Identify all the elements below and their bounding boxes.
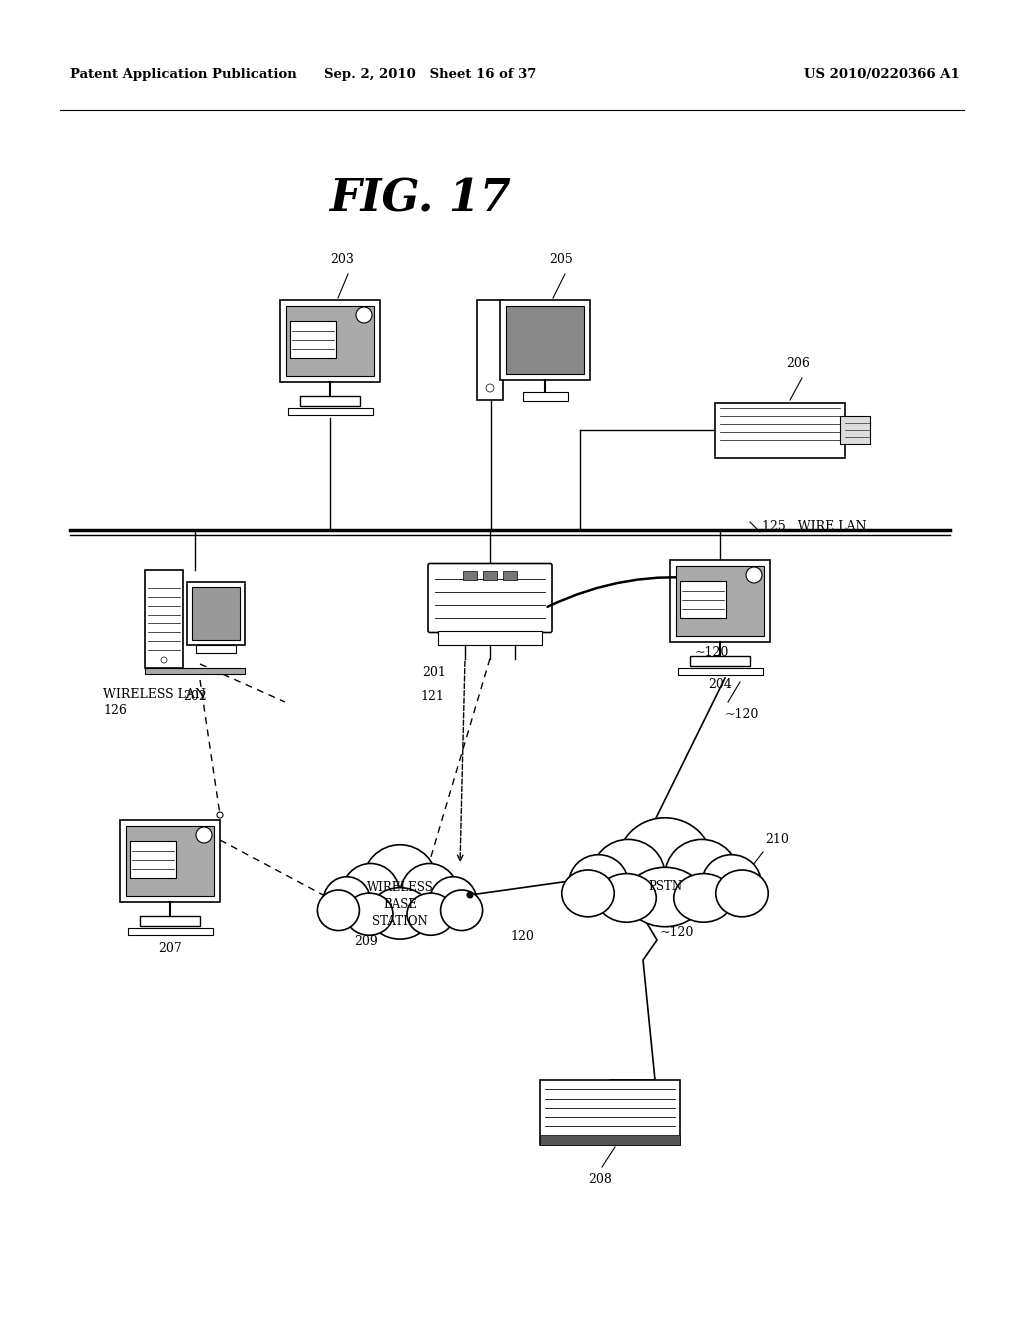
Bar [120, 820, 220, 902]
Bar [187, 582, 245, 645]
Text: 210: 210 [765, 833, 788, 846]
Bar [680, 581, 726, 618]
Text: 121: 121 [420, 690, 444, 704]
Ellipse shape [627, 867, 703, 927]
Circle shape [746, 568, 762, 583]
Ellipse shape [674, 874, 733, 923]
Text: FIG. 17: FIG. 17 [329, 178, 511, 220]
Bar [290, 321, 336, 358]
Text: 209: 209 [354, 935, 378, 948]
Bar [678, 668, 763, 675]
Bar [715, 403, 845, 458]
Bar [540, 1080, 680, 1144]
Ellipse shape [345, 894, 393, 936]
Ellipse shape [362, 845, 438, 923]
Bar [840, 416, 870, 444]
Ellipse shape [568, 855, 629, 912]
Bar [522, 392, 567, 401]
Bar [288, 408, 373, 414]
Circle shape [486, 384, 494, 392]
Text: ~120: ~120 [695, 645, 729, 659]
Bar [676, 566, 764, 636]
Bar [477, 300, 503, 400]
Circle shape [467, 892, 473, 898]
Ellipse shape [400, 863, 459, 925]
Bar [145, 668, 245, 675]
Text: WIRELESS LAN: WIRELESS LAN [103, 689, 206, 701]
Ellipse shape [317, 890, 359, 931]
Ellipse shape [429, 876, 477, 927]
Ellipse shape [617, 818, 713, 908]
Text: 202: 202 [183, 690, 207, 704]
Bar [196, 645, 237, 653]
Text: 201: 201 [422, 667, 445, 680]
Bar [286, 306, 374, 376]
Text: 204: 204 [708, 678, 732, 690]
Text: WIRELESS
BASE
STATION: WIRELESS BASE STATION [367, 880, 433, 928]
Bar [126, 826, 214, 896]
Bar [506, 306, 584, 374]
Bar [145, 570, 183, 668]
Text: 120: 120 [511, 931, 535, 942]
Bar [503, 570, 517, 579]
Text: 206: 206 [786, 356, 810, 370]
Bar [690, 656, 750, 667]
Ellipse shape [592, 840, 665, 911]
Ellipse shape [597, 874, 656, 923]
Circle shape [161, 657, 167, 663]
Bar [483, 570, 497, 579]
Text: Sep. 2, 2010   Sheet 16 of 37: Sep. 2, 2010 Sheet 16 of 37 [324, 69, 537, 81]
Text: 203: 203 [330, 253, 354, 267]
Bar [540, 1135, 680, 1144]
Text: Patent Application Publication: Patent Application Publication [70, 69, 297, 81]
Text: 125   WIRE LAN: 125 WIRE LAN [762, 520, 866, 532]
FancyBboxPatch shape [428, 564, 552, 632]
Text: 208: 208 [588, 1173, 612, 1185]
Bar [670, 560, 770, 642]
Ellipse shape [665, 840, 738, 911]
Text: ~120: ~120 [660, 927, 694, 939]
Circle shape [217, 812, 223, 818]
Bar [500, 300, 590, 380]
Bar [193, 587, 240, 640]
Ellipse shape [701, 855, 761, 912]
Text: 207: 207 [158, 942, 182, 954]
Bar [280, 300, 380, 381]
Bar [140, 916, 200, 927]
Bar [300, 396, 360, 407]
Ellipse shape [407, 894, 455, 936]
Circle shape [196, 828, 212, 843]
Ellipse shape [562, 870, 614, 917]
Bar [438, 631, 542, 644]
Circle shape [356, 308, 372, 323]
Text: 205: 205 [549, 253, 572, 267]
Bar [128, 928, 213, 935]
Bar [130, 841, 176, 878]
Text: PSTN: PSTN [648, 879, 682, 892]
Polygon shape [316, 845, 484, 941]
Ellipse shape [716, 870, 768, 917]
Ellipse shape [440, 890, 482, 931]
Ellipse shape [370, 887, 431, 939]
Ellipse shape [341, 863, 400, 925]
Text: 126: 126 [103, 704, 127, 717]
Text: ~120: ~120 [725, 708, 760, 721]
Text: US 2010/0220366 A1: US 2010/0220366 A1 [804, 69, 961, 81]
Ellipse shape [323, 876, 371, 927]
Bar [463, 570, 477, 579]
Polygon shape [560, 818, 770, 928]
